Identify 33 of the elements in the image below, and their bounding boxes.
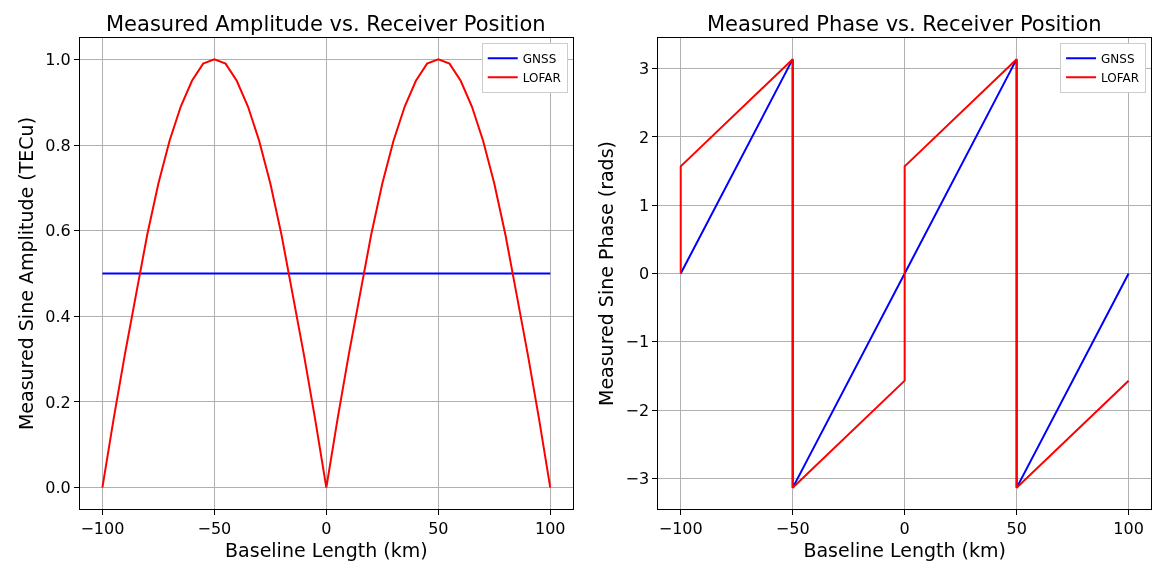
x-tick-label: −50 (775, 519, 810, 539)
x-axis-title: Baseline Length (km) (225, 539, 428, 561)
y-tick-label: 0.6 (45, 221, 71, 241)
y-tick-label: 0.8 (45, 135, 71, 155)
x-tick-label: 100 (1113, 519, 1144, 539)
y-tick-label: −2 (625, 400, 650, 420)
y-tick-label: 1.0 (45, 50, 71, 70)
x-tick-label: −50 (197, 519, 232, 539)
y-tick-label: 1 (638, 195, 650, 215)
x-tick-label: 100 (535, 519, 566, 539)
y-tick-label: −3 (625, 468, 650, 488)
legend-label: LOFAR (522, 70, 561, 85)
x-tick-label: −100 (658, 519, 703, 539)
chart-title: Measured Phase vs. Receiver Position (707, 12, 1102, 36)
y-tick-label: 0.2 (45, 392, 71, 412)
y-tick-label: −1 (625, 332, 650, 352)
x-tick-label: −100 (80, 519, 125, 539)
chart-title: Measured Amplitude vs. Receiver Position (106, 12, 546, 36)
y-tick-label: 3 (638, 59, 650, 79)
x-tick-label: 50 (1006, 519, 1027, 539)
x-tick-label: 0 (899, 519, 910, 539)
legend-label: GNSS (1101, 51, 1135, 66)
y-tick-label: 2 (638, 127, 650, 147)
y-axis-title: Measured Sine Amplitude (TECu) (15, 116, 38, 431)
y-tick-label: 0.4 (45, 306, 71, 326)
y-axis-title: Measured Sine Phase (rads) (595, 141, 618, 406)
x-axis-title: Baseline Length (km) (803, 539, 1006, 561)
legend-label: LOFAR (1101, 70, 1140, 85)
y-tick-label: 0 (638, 264, 650, 284)
legend-label: GNSS (522, 51, 557, 66)
y-tick-label: 0.0 (45, 478, 71, 498)
x-tick-label: 50 (428, 519, 449, 539)
x-tick-label: 0 (321, 519, 332, 539)
